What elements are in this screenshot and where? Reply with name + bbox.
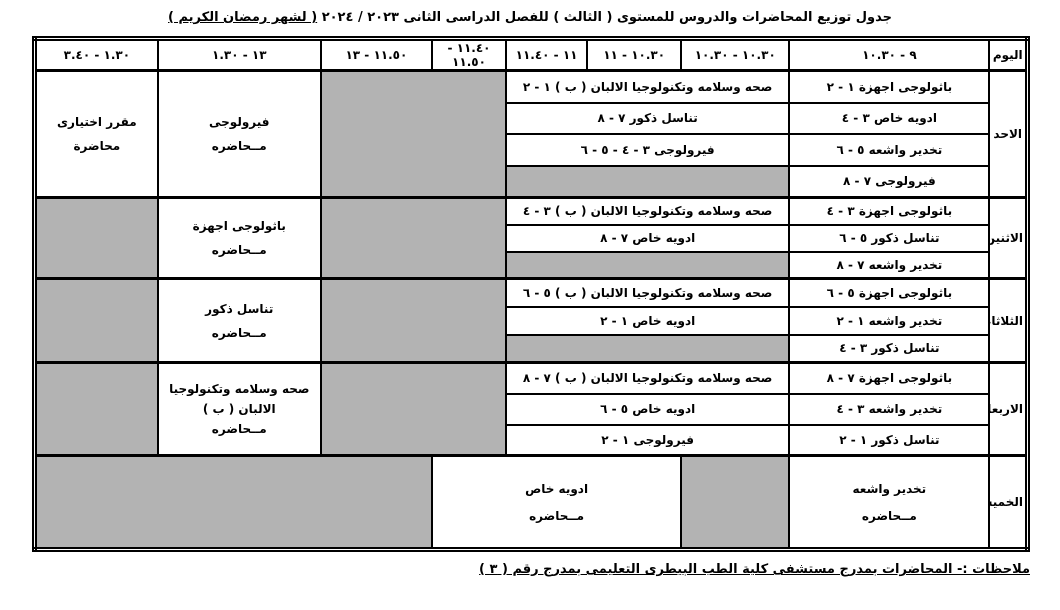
sunday-row: تخدير واشعه ٥ - ٦ فيرولوجى ٣ - ٤ - ٥ - ٦ [35, 132, 1028, 167]
wednesday-row: الاربعاء باثولوجى اجهزة ٧ - ٨ صحه وسلامه… [33, 361, 1029, 457]
break-cell [33, 361, 159, 457]
time-header-1030-11: ١٠.٣٠ - ١١ [586, 37, 683, 72]
day-name-sunday: الاحد [988, 69, 1029, 199]
lecture-line: باثولوجى اجهزة [192, 219, 286, 233]
header-row: اليوم ٩ - ١٠.٣٠ ١٠.٣٠ - ١٠.٣٠ ١٠.٣٠ - ١١… [33, 37, 1029, 72]
break-cell [505, 250, 791, 280]
lecture-cell: باثولوجى اجهزة ٥ - ٦ [788, 277, 991, 308]
lecture-cell: صحه وسلامه وتكنولوجيا الالبان ( ب ) ٣ - … [505, 196, 791, 226]
tuesday-row: الثلاثاء باثولوجى اجهزة ٥ - ٦ صحه وسلامه… [33, 277, 1029, 364]
lecture-cell: ادويه خاص ٥ - ٦ [505, 392, 791, 426]
break-cell [680, 454, 791, 551]
title-text: جدول توزيع المحاضرات والدروس للمستوى ( ا… [321, 10, 892, 25]
break-cell [33, 277, 159, 364]
time-header-9-1030: ٩ - ١٠.٣٠ [788, 37, 991, 72]
break-cell [33, 454, 433, 551]
page: جدول توزيع المحاضرات والدروس للمستوى ( ا… [30, 0, 1030, 577]
lecture-line: مــحاضره [861, 508, 917, 523]
lecture-line: محاضرة [73, 139, 121, 153]
monday-row: الاثنين باثولوجى اجهزة ٣ - ٤ صحه وسلامه … [33, 196, 1029, 280]
sunday-row: فيرولوجى ٧ - ٨ [35, 164, 1028, 199]
day-column-header: اليوم [988, 37, 1029, 72]
day-name-tuesday: الثلاثاء [988, 277, 1029, 364]
lecture-line: صحه وسلامه وتكنولوجيا [169, 382, 310, 396]
tuesday-row: تناسل ذكور ٣ - ٤ [35, 333, 1028, 364]
lecture-cell: فيرولوجى ٣ - ٤ - ٥ - ٦ [505, 132, 791, 167]
lecture-line: تخدير واشعه [852, 481, 927, 496]
lecture-cell: تناسل ذكور ١ - ٢ [788, 423, 991, 457]
lecture-cell: صحه وسلامه وتكنولوجيا الالبان ( ب ) ٥ - … [505, 277, 791, 308]
lecture-cell: باثولوجى اجهزة مــحاضره [156, 196, 322, 280]
footer-note: ملاحظات :- المحاضرات بمدرج مستشفى كلية ا… [479, 562, 1030, 577]
sunday-row: الاحد باثولوجى اجهزة ١ - ٢ صحه وسلامه وت… [33, 69, 1029, 199]
lecture-line: مــحاضره [211, 139, 267, 153]
lecture-cell: صحه وسلامه وتكنولوجيا الالبان ( ب ) ١ - … [505, 69, 791, 104]
break-cell [33, 196, 159, 280]
day-name-thursday: الخميس [988, 454, 1029, 551]
lecture-line: مــحاضره [211, 422, 267, 436]
time-header-1150-13: ١١.٥٠ - ١٣ [319, 37, 433, 72]
lecture-line: ادويه خاص [525, 481, 589, 496]
lecture-cell: باثولوجى اجهزة ١ - ٢ [788, 69, 991, 104]
lecture-line: الالبان ( ب ) [202, 402, 276, 416]
lecture-cell: تخدير واشعه مــحاضره [788, 454, 991, 551]
day-name-wednesday: الاربعاء [988, 361, 1029, 457]
lecture-cell: تناسل ذكور ٥ - ٦ [788, 223, 991, 253]
break-cell [319, 361, 508, 457]
lecture-cell: ادويه خاص ٣ - ٤ [788, 101, 991, 135]
lecture-cell: باثولوجى اجهزة ٣ - ٤ [788, 196, 991, 226]
thursday-row: الخميس تخدير واشعه مــحاضره ادويه خاص مـ… [33, 454, 1029, 551]
wednesday-row: تخدير واشعه ٣ - ٤ ادويه خاص ٥ - ٦ [35, 392, 1028, 426]
lecture-line: مــحاضره [529, 508, 585, 523]
monday-row: تخدير واشعه ٧ - ٨ [35, 250, 1028, 280]
lecture-line: فيرولوجى [209, 115, 270, 129]
lecture-cell: ادويه خاص مــحاضره [430, 454, 683, 551]
time-header-1030-1030: ١٠.٣٠ - ١٠.٣٠ [680, 37, 791, 72]
lecture-cell: ادويه خاص ١ - ٢ [505, 305, 791, 336]
lecture-cell: تخدير واشعه ٥ - ٦ [788, 132, 991, 167]
lecture-cell: صحه وسلامه وتكنولوجيا الالبان ( ب ) مــح… [156, 361, 322, 457]
lecture-cell: فيرولوجى مــحاضره [156, 69, 322, 199]
tuesday-row: تخدير واشعه ١ - ٢ ادويه خاص ١ - ٢ [35, 305, 1028, 336]
lecture-cell: مقرر اختيارى محاضرة [33, 69, 159, 199]
lecture-cell: فيرولوجى ١ - ٢ [505, 423, 791, 457]
page-title: جدول توزيع المحاضرات والدروس للمستوى ( ا… [30, 0, 1030, 25]
monday-row: تناسل ذكور ٥ - ٦ ادويه خاص ٧ - ٨ [35, 223, 1028, 253]
break-cell [319, 277, 508, 364]
lecture-line: مــحاضره [211, 325, 267, 340]
lecture-line: مــحاضره [211, 243, 267, 257]
lecture-cell: تخدير واشعه ٣ - ٤ [788, 392, 991, 426]
time-header-1140-1150: ١١.٤٠ - ١١.٥٠ [430, 37, 508, 72]
day-name-monday: الاثنين [988, 196, 1029, 280]
time-header-13-130: ١٣ - ١.٣٠ [156, 37, 322, 72]
sunday-row: ادويه خاص ٣ - ٤ تناسل ذكور ٧ - ٨ [35, 101, 1028, 135]
lecture-cell: تخدير واشعه ٧ - ٨ [788, 250, 991, 280]
lecture-cell: تناسل ذكور ٧ - ٨ [505, 101, 791, 135]
lecture-cell: تناسل ذكور مــحاضره [156, 277, 322, 364]
break-cell [319, 69, 508, 199]
break-cell [505, 333, 791, 364]
title-month-note: ( لشهر رمضان الكريم ) [168, 10, 318, 25]
lecture-line: مقرر اختيارى [57, 115, 137, 129]
lecture-cell: فيرولوجى ٧ - ٨ [788, 164, 991, 199]
lecture-cell: ادويه خاص ٧ - ٨ [505, 223, 791, 253]
lecture-cell: صحه وسلامه وتكنولوجيا الالبان ( ب ) ٧ - … [505, 361, 791, 395]
time-header-11-1140: ١١ - ١١.٤٠ [505, 37, 589, 72]
lecture-cell: تخدير واشعه ١ - ٢ [788, 305, 991, 336]
wednesday-row: تناسل ذكور ١ - ٢ فيرولوجى ١ - ٢ [35, 423, 1028, 457]
break-cell [319, 196, 508, 280]
time-header-130-340: ١.٣٠ - ٣.٤٠ [33, 37, 159, 72]
lecture-cell: تناسل ذكور ٣ - ٤ [788, 333, 991, 364]
break-cell [505, 164, 791, 199]
lecture-line: تناسل ذكور [205, 301, 274, 316]
schedule-table: اليوم ٩ - ١٠.٣٠ ١٠.٣٠ - ١٠.٣٠ ١٠.٣٠ - ١١… [32, 36, 1030, 552]
lecture-cell: باثولوجى اجهزة ٧ - ٨ [788, 361, 991, 395]
